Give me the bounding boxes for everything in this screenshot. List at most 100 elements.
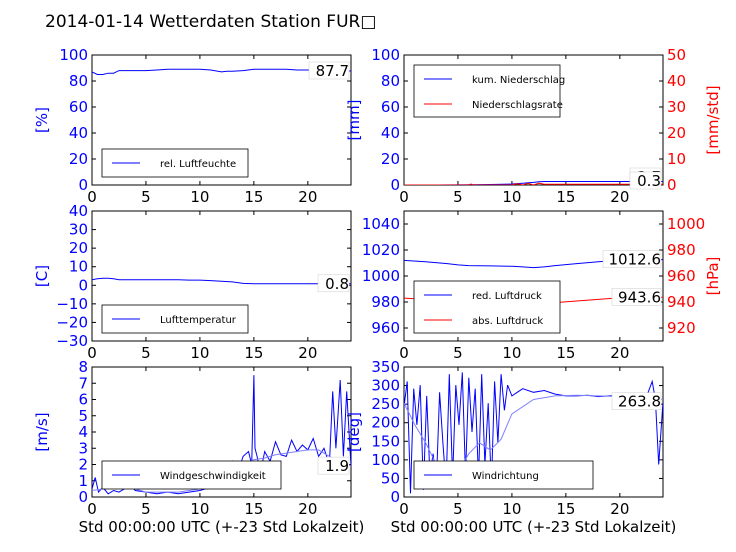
y-tick-label: 7 bbox=[78, 374, 88, 392]
y-tick-label: 200 bbox=[371, 414, 400, 432]
x-tick-label: 20 bbox=[610, 188, 629, 206]
y-tick-label: 250 bbox=[371, 395, 400, 413]
x-tick-label: 10 bbox=[190, 500, 209, 518]
y-tick-label: 20 bbox=[69, 239, 88, 257]
x-tick-label: 15 bbox=[556, 500, 575, 518]
y-tick-label: 40 bbox=[381, 124, 400, 142]
annotation-box bbox=[317, 456, 350, 475]
annotation-label: 263.8 bbox=[618, 393, 661, 411]
x-tick-label: 20 bbox=[610, 500, 629, 518]
y-right-tick-label: 30 bbox=[667, 98, 686, 116]
y-tick-label: 8 bbox=[78, 358, 88, 376]
y-axis-label: [deg] bbox=[345, 412, 363, 452]
x-tick-label: 0 bbox=[87, 188, 97, 206]
x-tick-label: 15 bbox=[556, 188, 575, 206]
y-tick-label: 50 bbox=[381, 469, 400, 487]
chart-panel-top-right: 0 5 10 15 20 0 20 40 60 80 100 0 10 20 30 40 50 [mm] [mm/s… bbox=[345, 46, 722, 206]
legend-label: Lufttemperatur bbox=[160, 315, 237, 326]
series-line bbox=[92, 68, 351, 75]
y-tick-label: 30 bbox=[69, 221, 88, 239]
y-tick-label: 100 bbox=[371, 46, 400, 64]
y-tick-label: 2 bbox=[78, 456, 88, 474]
legend-label: Niederschlagsrate bbox=[472, 100, 563, 111]
x-tick-label: 5 bbox=[141, 188, 151, 206]
y-right-tick-label: 920 bbox=[667, 319, 696, 337]
annotation-label: 1.9 bbox=[325, 457, 349, 475]
x-tick-label: 5 bbox=[453, 500, 463, 518]
x-tick-label: 0 bbox=[399, 344, 409, 362]
y-tick-label: 6 bbox=[78, 391, 88, 409]
annotation-box bbox=[611, 288, 662, 306]
x-tick-label: 15 bbox=[244, 344, 263, 362]
x-tick-label: 5 bbox=[453, 188, 463, 206]
x-tick-label: 15 bbox=[556, 344, 575, 362]
y-right-tick-label: 50 bbox=[667, 46, 686, 64]
page-title: 2014-01-14 Wetterdaten Station FUR□ bbox=[45, 12, 376, 32]
y-axis-label: [%] bbox=[33, 107, 51, 133]
annotation-label: 1012.6 bbox=[609, 251, 662, 269]
annotation-box bbox=[308, 61, 350, 80]
y-right-tick-label: 40 bbox=[667, 72, 686, 90]
y-tick-label: 60 bbox=[69, 98, 88, 116]
x-tick-label: 10 bbox=[502, 188, 521, 206]
y-tick-label: 0 bbox=[78, 488, 88, 506]
y-right-tick-label: 20 bbox=[667, 124, 686, 142]
y-tick-label: 980 bbox=[371, 293, 400, 311]
legend-label: red. Luftdruck bbox=[472, 291, 542, 302]
y-tick-label: 3 bbox=[78, 439, 88, 457]
x-tick-label: 20 bbox=[298, 344, 317, 362]
y-tick-label: 1 bbox=[78, 472, 88, 490]
y-tick-label: 5 bbox=[78, 407, 88, 425]
annotation-label: 0.8 bbox=[325, 275, 349, 293]
annotation-box bbox=[611, 392, 662, 410]
y-tick-label: −10 bbox=[56, 295, 88, 313]
legend-label: abs. Luftdruck bbox=[472, 316, 543, 327]
y-tick-label: 80 bbox=[69, 72, 88, 90]
x-tick-label: 15 bbox=[244, 188, 263, 206]
y-tick-label: 350 bbox=[371, 358, 400, 376]
y-axis-label: [m/s] bbox=[33, 412, 51, 451]
y-tick-label: 960 bbox=[371, 319, 400, 337]
x-tick-label: 0 bbox=[87, 500, 97, 518]
chart-panel-middle-right: 0 5 10 15 20 960 980 1000 1020 1040 920 940 960 980 10… bbox=[362, 210, 722, 362]
annotation-label: 0.3 bbox=[637, 172, 661, 190]
y-right-tick-label: 940 bbox=[667, 293, 696, 311]
y-tick-label: 4 bbox=[78, 423, 88, 441]
chart-panel-top-left: 0 5 10 15 20 0 20 40 60 80 100 [%] 87.7 rel. Luftfeuc… bbox=[33, 46, 352, 206]
x-tick-label: 10 bbox=[190, 344, 209, 362]
x-tick-label: 0 bbox=[399, 500, 409, 518]
y-tick-label: 0 bbox=[78, 176, 88, 194]
x-tick-label: 10 bbox=[502, 344, 521, 362]
y-axis-label: [mm] bbox=[345, 100, 363, 141]
y-right-tick-label: 10 bbox=[667, 150, 686, 168]
y-tick-label: 0 bbox=[78, 276, 88, 294]
legend-label: rel. Luftfeuchte bbox=[160, 159, 236, 170]
series-line-right bbox=[404, 182, 663, 185]
y-tick-label: 80 bbox=[381, 72, 400, 90]
x-axis-label: Std 00:00:00 UTC (+-23 Std Lokalzeit) bbox=[79, 518, 365, 536]
annotation-box bbox=[602, 250, 662, 268]
legend-label: kum. Niederschlag bbox=[472, 75, 565, 86]
y-right-tick-label: 0 bbox=[667, 176, 677, 194]
x-tick-label: 10 bbox=[502, 500, 521, 518]
y-tick-label: 300 bbox=[371, 377, 400, 395]
y-right-axis-label: [mm/std] bbox=[704, 85, 722, 154]
y-tick-label: 40 bbox=[69, 202, 88, 220]
x-tick-label: 20 bbox=[610, 344, 629, 362]
series-line bbox=[92, 277, 351, 285]
annotation-label: 87.7 bbox=[316, 62, 349, 80]
x-axis-label: Std 00:00:00 UTC (+-23 Std Lokalzeit) bbox=[391, 518, 677, 536]
y-tick-label: 10 bbox=[69, 258, 88, 276]
y-tick-label: −30 bbox=[56, 332, 88, 350]
legend-label: Windgeschwindigkeit bbox=[160, 471, 266, 482]
y-right-tick-label: 1000 bbox=[667, 215, 705, 233]
y-tick-label: 20 bbox=[69, 150, 88, 168]
y-tick-label: 1040 bbox=[362, 215, 400, 233]
x-tick-label: 10 bbox=[190, 188, 209, 206]
x-tick-label: 5 bbox=[141, 500, 151, 518]
y-right-axis-label: [hPa] bbox=[704, 257, 722, 296]
